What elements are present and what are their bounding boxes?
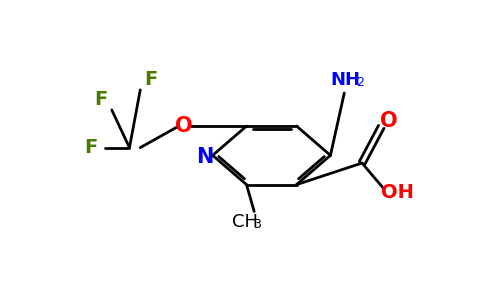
Text: CH: CH: [232, 213, 258, 231]
Text: O: O: [175, 116, 192, 136]
Text: F: F: [144, 70, 158, 89]
Text: F: F: [84, 138, 98, 157]
Text: F: F: [94, 90, 107, 110]
Text: 3: 3: [253, 218, 261, 231]
Text: OH: OH: [381, 183, 414, 202]
Text: N: N: [196, 147, 213, 167]
Text: 2: 2: [356, 76, 363, 89]
Text: O: O: [380, 111, 398, 131]
Text: NH: NH: [331, 71, 361, 89]
